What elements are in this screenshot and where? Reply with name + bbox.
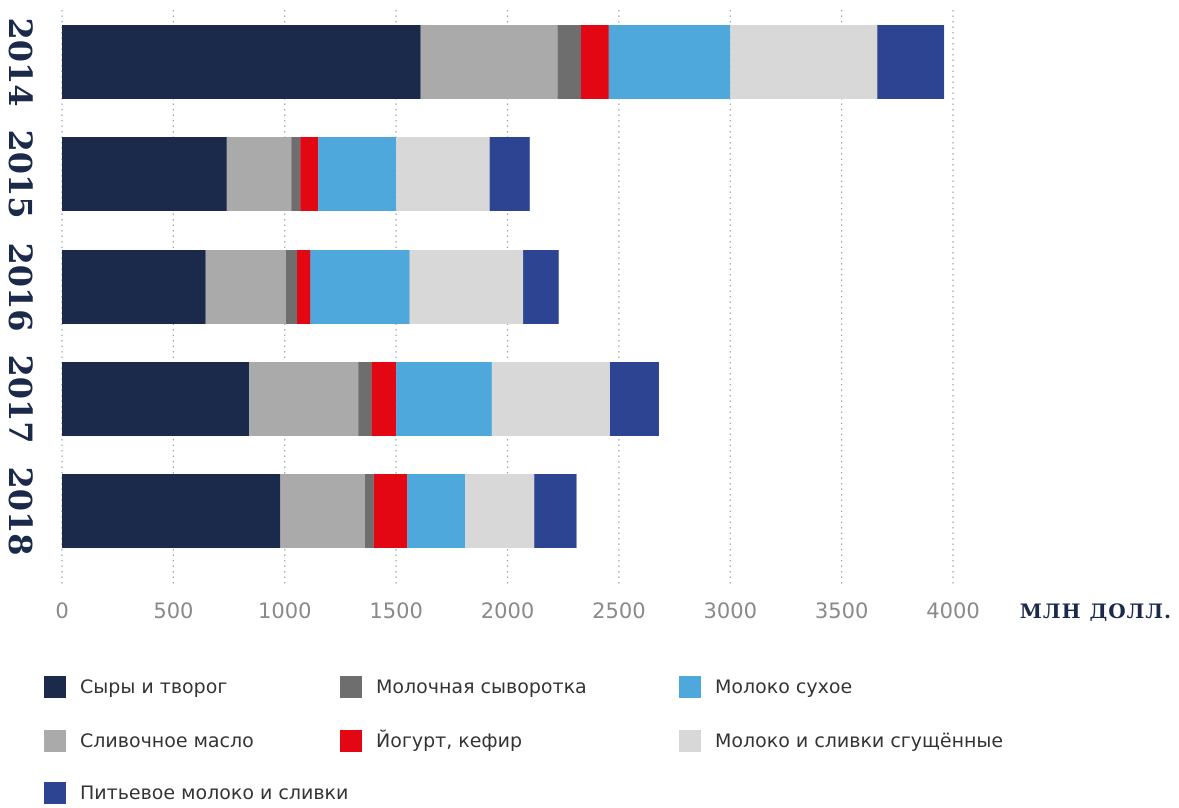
bar-segment: [465, 474, 535, 548]
legend-label: Питьевое молоко и сливки: [80, 782, 349, 804]
bar-segment: [297, 250, 311, 324]
bar-segment: [62, 25, 421, 99]
legend-item: Сливочное масло: [44, 726, 254, 756]
legend-item: Молочная сыворотка: [340, 672, 587, 702]
category-label: 2018: [1, 466, 39, 555]
legend-item: Йогурт, кефир: [340, 726, 522, 756]
bar-segment: [205, 250, 286, 324]
bar-segment: [396, 137, 490, 211]
bar-segment: [581, 25, 609, 99]
bar-segment: [730, 25, 878, 99]
category-label: 2016: [1, 242, 39, 331]
bar-segment: [62, 362, 250, 436]
bar-segment: [373, 474, 408, 548]
bar-segment: [300, 137, 319, 211]
x-tick-label: 2000: [481, 599, 534, 623]
legend-label: Сыры и творог: [80, 676, 228, 698]
bar-segment: [291, 137, 301, 211]
bar-segment: [557, 25, 582, 99]
stacked-bar-chart: 2014 2015 2016 2017 2018 0 500 1000 1500 2000 2500…: [1, 10, 1172, 623]
x-axis-unit-label: МЛН ДОЛЛ.: [1020, 599, 1172, 623]
bar-segment: [523, 250, 559, 324]
x-tick-label: 3500: [815, 599, 868, 623]
legend-label: Молоко сухое: [715, 676, 853, 698]
bar-segment: [396, 362, 492, 436]
bar-segment: [491, 362, 610, 436]
bar-segment: [226, 137, 292, 211]
bar-segment: [318, 137, 397, 211]
bar-segment: [489, 137, 530, 211]
bar-segment: [285, 250, 298, 324]
legend-swatch: [44, 730, 66, 752]
bar-segment: [877, 25, 945, 99]
legend-swatch: [44, 782, 66, 804]
legend-item: Молоко и сливки сгущённые: [679, 726, 1003, 756]
category-label: 2014: [1, 17, 39, 106]
category-label: 2015: [1, 129, 39, 218]
legend-swatch: [679, 676, 701, 698]
bar-segment: [409, 250, 524, 324]
bar-segment: [534, 474, 577, 548]
legend-swatch: [340, 730, 362, 752]
x-tick-label: 1000: [258, 599, 311, 623]
bar-segment: [371, 362, 397, 436]
x-tick-label: 3000: [704, 599, 757, 623]
legend-swatch: [44, 676, 66, 698]
bar-segment: [62, 474, 281, 548]
x-tick-label: 4000: [926, 599, 979, 623]
chart-legend: Сыры и творог Молочная сыворотка Молоко су…: [44, 668, 1144, 808]
x-tick-label: 2500: [592, 599, 645, 623]
category-label: 2017: [1, 354, 39, 443]
bar-segment: [249, 362, 359, 436]
bar-segment: [62, 250, 206, 324]
x-tick-label: 500: [153, 599, 193, 623]
x-tick-label: 1500: [369, 599, 422, 623]
legend-item: Питьевое молоко и сливки: [44, 778, 348, 808]
bar-segment: [608, 25, 731, 99]
bar-segment: [420, 25, 558, 99]
legend-label: Йогурт, кефир: [376, 730, 523, 752]
bar-segment: [364, 474, 374, 548]
legend-label: Молоко и сливки сгущённые: [715, 730, 1004, 752]
legend-item: Сыры и творог: [44, 672, 227, 702]
bar-segment: [407, 474, 466, 548]
legend-label: Сливочное масло: [80, 730, 254, 752]
bar-segment: [609, 362, 659, 436]
bar-segment: [280, 474, 365, 548]
legend-label: Молочная сыворотка: [376, 676, 587, 698]
legend-item: Молоко сухое: [679, 672, 852, 702]
bar-segment: [62, 137, 227, 211]
legend-swatch: [340, 676, 362, 698]
bar-segment: [310, 250, 410, 324]
x-tick-label: 0: [55, 599, 68, 623]
legend-swatch: [679, 730, 701, 752]
bar-segment: [358, 362, 372, 436]
